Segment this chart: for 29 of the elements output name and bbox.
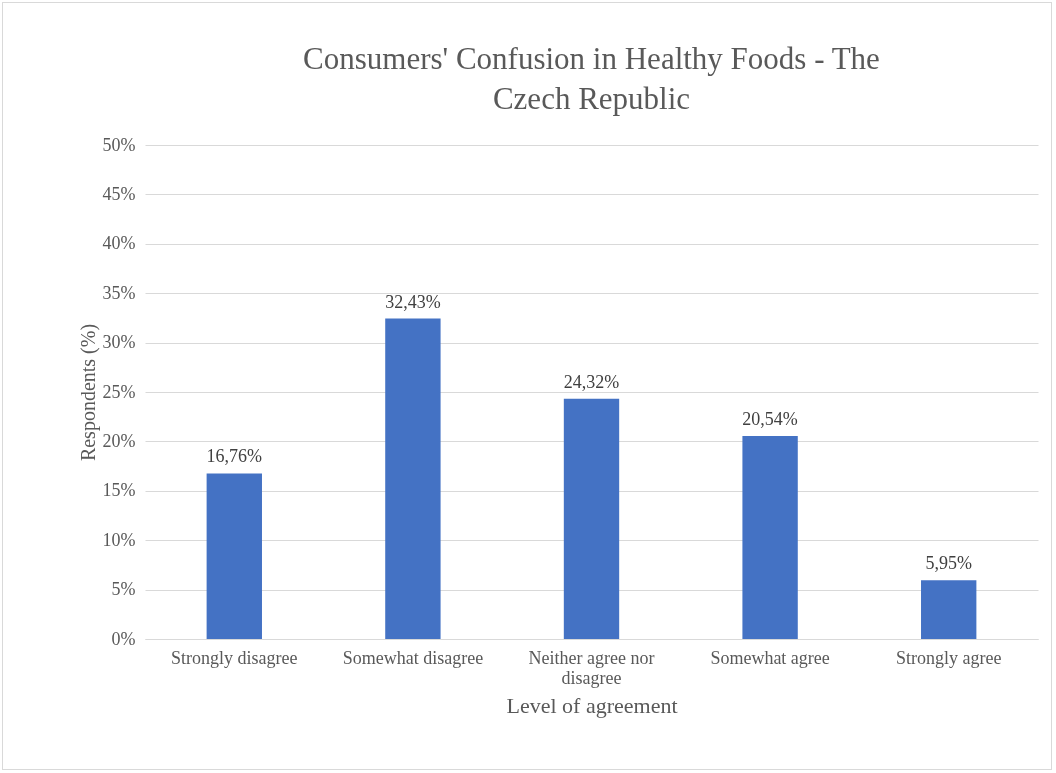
x-tick-label: Somewhat agree [710, 647, 830, 668]
x-tick-label: Neither agree nor disagree [528, 647, 655, 688]
y-tick-label: 50% [102, 134, 136, 155]
data-label: 5,95% [925, 553, 972, 574]
y-tick-label: 30% [102, 332, 136, 353]
y-tick-label: 5% [111, 579, 136, 600]
chart-title: Consumers' Confusion in Healthy Foods - The Czech Republic [303, 41, 880, 116]
bar [385, 318, 441, 639]
y-axis-title: Respondents (%) [76, 323, 100, 462]
x-tick-label: Strongly disagree [171, 647, 298, 668]
bar [742, 436, 798, 639]
data-label: 16,76% [206, 446, 263, 467]
bar [921, 580, 977, 639]
data-label: 20,54% [742, 409, 798, 430]
y-tick-label: 40% [102, 233, 136, 254]
x-tick-label: Somewhat disagree [342, 647, 484, 668]
y-tick-label: 45% [102, 183, 136, 204]
data-label: 24,32% [563, 371, 620, 392]
y-tick-label: 25% [102, 381, 136, 402]
x-tick-label: Strongly agree [895, 647, 1002, 668]
data-label: 32,43% [385, 291, 441, 312]
y-tick-label: 15% [102, 480, 136, 501]
y-tick-label: 0% [111, 628, 136, 649]
bar [206, 473, 262, 639]
x-axis-title: Level of agreement [506, 692, 678, 718]
y-tick-label: 20% [102, 430, 136, 451]
y-tick-label: 35% [102, 282, 136, 303]
y-tick-label: 10% [102, 529, 136, 550]
bar [563, 398, 620, 639]
